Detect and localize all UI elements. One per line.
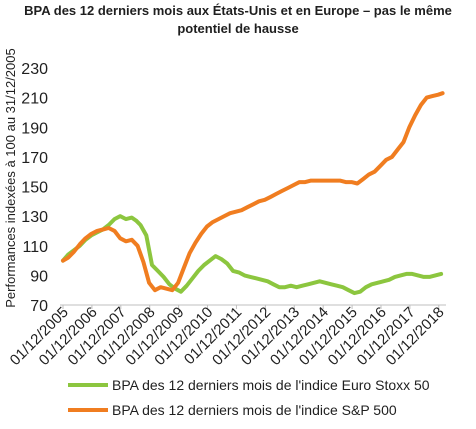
y-tick-label: 190 — [21, 120, 48, 137]
y-tick-label: 70 — [30, 298, 48, 315]
legend-label-0: BPA des 12 derniers mois de l'indice Eur… — [112, 377, 430, 393]
y-tick-label: 90 — [30, 268, 48, 285]
chart-title-line1: BPA des 12 derniers mois aux États-Unis … — [24, 3, 452, 18]
y-tick-label: 150 — [21, 180, 48, 197]
y-tick-label: 210 — [21, 91, 48, 108]
y-tick-label: 170 — [21, 150, 48, 167]
y-tick-label: 130 — [21, 209, 48, 226]
x-axis-ticks: 01/12/200501/12/200601/12/200701/12/2008… — [7, 304, 448, 369]
series-line-0 — [61, 214, 444, 296]
chart-title-line2: potentiel de hausse — [177, 21, 299, 36]
y-axis-label: Performances indexées à 100 au 31/12/200… — [3, 48, 18, 307]
series-line-1 — [61, 91, 445, 293]
legend-label-1: BPA des 12 derniers mois de l'indice S&P… — [112, 402, 397, 418]
y-tick-label: 110 — [22, 239, 48, 256]
series-group — [61, 91, 445, 296]
y-axis-ticks: 70 90 110 130 150 170 190 210 230 — [21, 61, 48, 315]
y-tick-label: 230 — [21, 61, 48, 78]
legend: BPA des 12 derniers mois de l'indice Eur… — [68, 377, 430, 418]
chart-title: BPA des 12 derniers mois aux États-Unis … — [0, 2, 476, 38]
